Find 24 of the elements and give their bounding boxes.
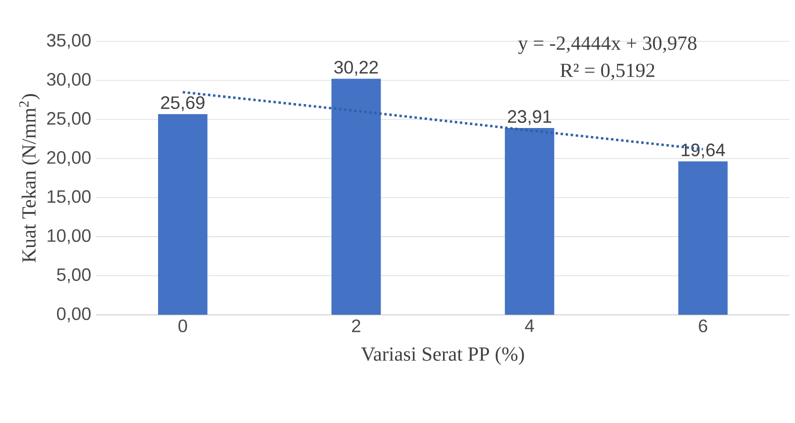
bar	[158, 114, 208, 315]
y-tick-label: 20,00	[47, 151, 91, 166]
data-label: 19,64	[682, 144, 725, 158]
x-tick-label: 2	[352, 320, 360, 332]
bar	[678, 161, 728, 315]
data-label: 23,91	[508, 110, 552, 126]
data-label: 25,69	[161, 96, 204, 112]
y-tick-label: 35,00	[46, 34, 91, 49]
annotation: R² = 0,5192	[560, 64, 654, 80]
y-tick-label: 5,00	[56, 268, 91, 284]
x-tick-label: 4	[524, 320, 534, 332]
bar	[504, 128, 554, 315]
x-tick-label: 0	[178, 320, 188, 332]
x-axis-title: Variasi Serat PP (%)	[361, 346, 524, 365]
bar	[331, 78, 381, 315]
x-tick-label: 6	[698, 320, 708, 332]
y-tick-label: 10,00	[48, 229, 91, 244]
y-axis-title: Kuat Tekan (N/mm$^{2}$)	[19, 94, 40, 262]
y-tick-label: 25,00	[47, 112, 91, 127]
y-tick-label: 15,00	[48, 190, 91, 206]
y-tick-label: 0,00	[56, 307, 91, 322]
annotation: y = -2,4444x + 30,978	[518, 36, 696, 54]
y-tick-label: 30,00	[46, 73, 91, 88]
data-label: 30,22	[334, 60, 378, 76]
